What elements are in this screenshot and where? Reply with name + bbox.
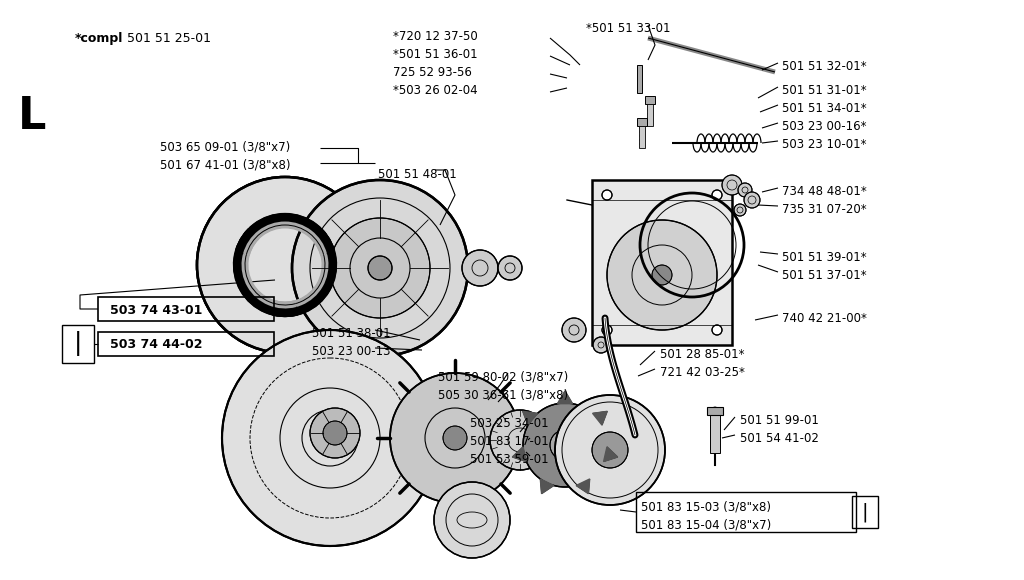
Circle shape [222, 330, 438, 546]
Text: 734 48 48-01*: 734 48 48-01* [782, 185, 866, 198]
Bar [637, 65, 642, 93]
Circle shape [607, 220, 717, 330]
Circle shape [498, 256, 522, 280]
Circle shape [592, 432, 628, 468]
Bar [645, 96, 655, 104]
Circle shape [323, 421, 347, 445]
Circle shape [712, 190, 722, 200]
Polygon shape [557, 391, 572, 404]
Circle shape [523, 403, 607, 487]
Bar [707, 407, 723, 415]
Circle shape [602, 325, 612, 335]
Polygon shape [541, 479, 554, 494]
Polygon shape [577, 479, 590, 494]
Bar [636, 492, 856, 532]
Text: 721 42 03-25*: 721 42 03-25* [660, 366, 744, 379]
Text: 501 51 32-01*: 501 51 32-01* [782, 60, 866, 73]
Text: 503 74 44-02: 503 74 44-02 [110, 338, 203, 351]
Circle shape [490, 410, 550, 470]
Text: 505 30 36-61 (3/8"x8): 505 30 36-61 (3/8"x8) [438, 388, 568, 401]
Bar [98, 332, 274, 356]
Text: 503 25 34-01: 503 25 34-01 [470, 417, 549, 430]
Text: 503 23 00-16*: 503 23 00-16* [782, 120, 866, 133]
Circle shape [734, 204, 746, 216]
Text: |: | [74, 332, 82, 357]
Text: 501 28 85-01*: 501 28 85-01* [660, 348, 744, 361]
Text: 501 83 15-04 (3/8"x7): 501 83 15-04 (3/8"x7) [641, 518, 771, 531]
Text: 725 52 93-56: 725 52 93-56 [393, 66, 472, 79]
Polygon shape [512, 447, 526, 462]
Text: *503 26 02-04: *503 26 02-04 [393, 84, 477, 97]
Text: 501 51 25-01: 501 51 25-01 [127, 32, 211, 45]
Text: 501 53 59-01: 501 53 59-01 [470, 453, 549, 466]
Circle shape [744, 192, 760, 208]
Text: |: | [861, 502, 868, 522]
Bar [592, 180, 732, 345]
Text: 503 65 09-01 (3/8"x7): 503 65 09-01 (3/8"x7) [160, 140, 290, 153]
Circle shape [652, 265, 672, 285]
Circle shape [318, 426, 342, 450]
Bar [637, 118, 647, 126]
Bar [639, 126, 645, 148]
Text: 501 51 38-01: 501 51 38-01 [312, 327, 390, 340]
Text: L: L [18, 95, 46, 138]
Text: *compl: *compl [75, 32, 123, 45]
Circle shape [712, 325, 722, 335]
Bar [852, 496, 878, 528]
Text: 503 23 00-13: 503 23 00-13 [312, 345, 390, 358]
Bar [62, 325, 94, 363]
Text: 501 51 31-01*: 501 51 31-01* [782, 84, 866, 97]
Text: 740 42 21-00*: 740 42 21-00* [782, 312, 867, 325]
Polygon shape [523, 411, 538, 425]
Text: 503 23 10-01*: 503 23 10-01* [782, 138, 866, 151]
Text: 501 83 15-03 (3/8"x8): 501 83 15-03 (3/8"x8) [641, 500, 771, 513]
Circle shape [443, 426, 467, 450]
Text: 735 31 07-20*: 735 31 07-20* [782, 203, 866, 216]
Bar [710, 415, 720, 453]
Circle shape [593, 337, 609, 353]
Text: 501 51 37-01*: 501 51 37-01* [782, 269, 866, 282]
Circle shape [738, 183, 752, 197]
Bar [98, 297, 274, 321]
Circle shape [562, 318, 586, 342]
Polygon shape [603, 447, 617, 462]
Text: *720 12 37-50: *720 12 37-50 [393, 30, 478, 43]
Circle shape [368, 256, 392, 280]
Circle shape [602, 190, 612, 200]
Circle shape [722, 175, 742, 195]
Text: 501 67 41-01 (3/8"x8): 501 67 41-01 (3/8"x8) [160, 158, 291, 171]
Circle shape [197, 177, 373, 353]
Circle shape [390, 373, 520, 503]
Text: *501 51 33-01: *501 51 33-01 [586, 22, 671, 35]
Text: 501 51 99-01: 501 51 99-01 [740, 414, 819, 427]
Text: 501 54 41-02: 501 54 41-02 [740, 432, 819, 445]
Circle shape [310, 408, 360, 458]
Text: 501 83 17-01: 501 83 17-01 [470, 435, 549, 448]
Text: 501 51 34-01*: 501 51 34-01* [782, 102, 866, 115]
Circle shape [555, 395, 665, 505]
Circle shape [434, 482, 510, 558]
Bar [647, 104, 653, 126]
Text: 501 51 48-01: 501 51 48-01 [378, 168, 457, 181]
Text: 501 59 80-02 (3/8"x7): 501 59 80-02 (3/8"x7) [438, 370, 568, 383]
Circle shape [462, 250, 498, 286]
Polygon shape [593, 411, 607, 425]
Circle shape [292, 180, 468, 356]
Circle shape [330, 218, 430, 318]
Text: 503 74 43-01: 503 74 43-01 [110, 304, 203, 317]
Text: *501 51 36-01: *501 51 36-01 [393, 48, 477, 61]
Text: 501 51 39-01*: 501 51 39-01* [782, 251, 866, 264]
Circle shape [550, 430, 580, 460]
